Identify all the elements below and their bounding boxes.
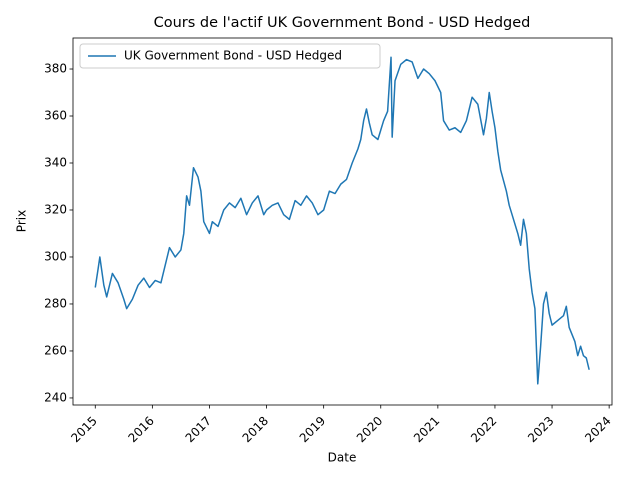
plot-frame [72,37,613,406]
x-tick-label: 2015 [68,414,99,445]
y-tick-label: 360 [44,109,67,123]
x-tick-label: 2024 [582,414,613,445]
x-tick-label: 2023 [525,414,556,445]
legend-box [79,43,381,69]
chart-title: Cours de l'actif UK Government Bond - US… [154,15,531,31]
y-tick-label: 380 [44,62,67,76]
y-tick-label: 340 [44,155,67,169]
x-tick-label: 2020 [354,414,385,445]
x-tick-label: 2016 [125,414,156,445]
line-series [94,56,590,385]
x-axis-label: Date [328,451,357,465]
legend-label: UK Government Bond - USD Hedged [124,49,342,63]
x-tick-label: 2017 [183,414,214,445]
y-tick-label: 280 [44,296,67,310]
x-tick-label: 2019 [297,414,328,445]
y-tick-label: 260 [44,343,67,357]
x-tick-label: 2022 [468,414,499,445]
x-tick-label: 2021 [411,414,442,445]
y-tick-label: 300 [44,249,67,263]
y-tick-label: 320 [44,202,67,216]
y-axis-label: Prix [15,210,29,232]
x-tick-label: 2018 [240,414,271,445]
y-tick-label: 240 [44,390,67,404]
